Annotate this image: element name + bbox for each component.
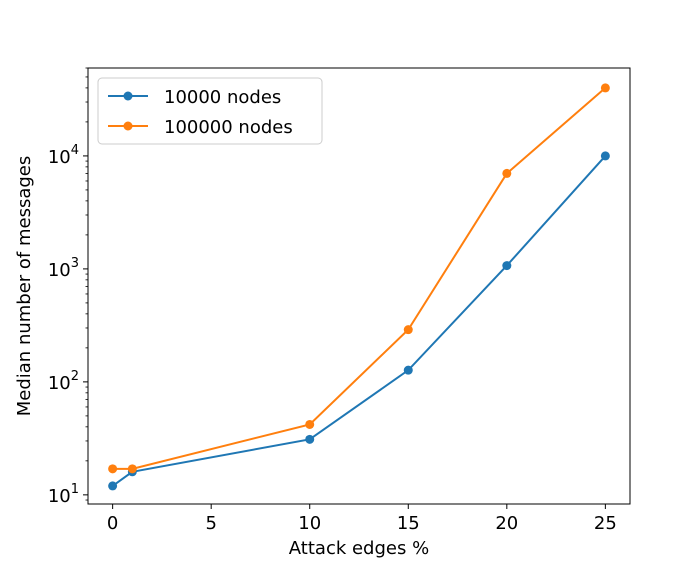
data-point <box>108 481 118 491</box>
data-point <box>403 365 413 375</box>
x-tick-label: 0 <box>107 513 118 534</box>
x-tick-label: 10 <box>298 513 321 534</box>
data-point <box>127 464 137 474</box>
legend-marker <box>123 91 133 101</box>
y-tick-label: 101 <box>48 482 79 507</box>
x-axis-ticks: 0 5 10 15 20 25 <box>107 504 617 534</box>
legend-item: 10000 nodes <box>108 87 281 108</box>
data-point <box>502 168 512 178</box>
data-point <box>305 434 315 444</box>
data-point <box>403 325 413 335</box>
legend-label: 10000 nodes <box>164 87 281 108</box>
legend-label: 100000 nodes <box>164 117 293 138</box>
legend-marker <box>123 121 133 131</box>
series-2 <box>108 83 610 474</box>
y-tick-label: 104 <box>48 143 79 168</box>
y-axis-label: Median number of messages <box>14 156 35 417</box>
series-line <box>112 155 607 487</box>
legend-item: 100000 nodes <box>108 117 293 138</box>
y-tick-label: 102 <box>48 369 79 394</box>
series-line <box>112 87 607 470</box>
series-1 <box>108 151 610 491</box>
data-point <box>600 151 610 161</box>
data-point <box>600 83 610 93</box>
x-axis-label: Attack edges % <box>289 538 429 559</box>
data-point <box>305 419 315 429</box>
x-tick-label: 20 <box>495 513 518 534</box>
data-point <box>502 261 512 271</box>
y-tick-label: 103 <box>48 256 79 281</box>
x-tick-label: 15 <box>397 513 420 534</box>
data-point <box>108 464 118 474</box>
x-tick-label: 5 <box>205 513 216 534</box>
y-axis-ticks: 101 102 103 104 <box>48 67 88 507</box>
legend: 10000 nodes 100000 nodes <box>97 77 323 145</box>
legend-box <box>97 77 323 145</box>
x-tick-label: 25 <box>594 513 617 534</box>
plot-marks <box>108 83 610 491</box>
